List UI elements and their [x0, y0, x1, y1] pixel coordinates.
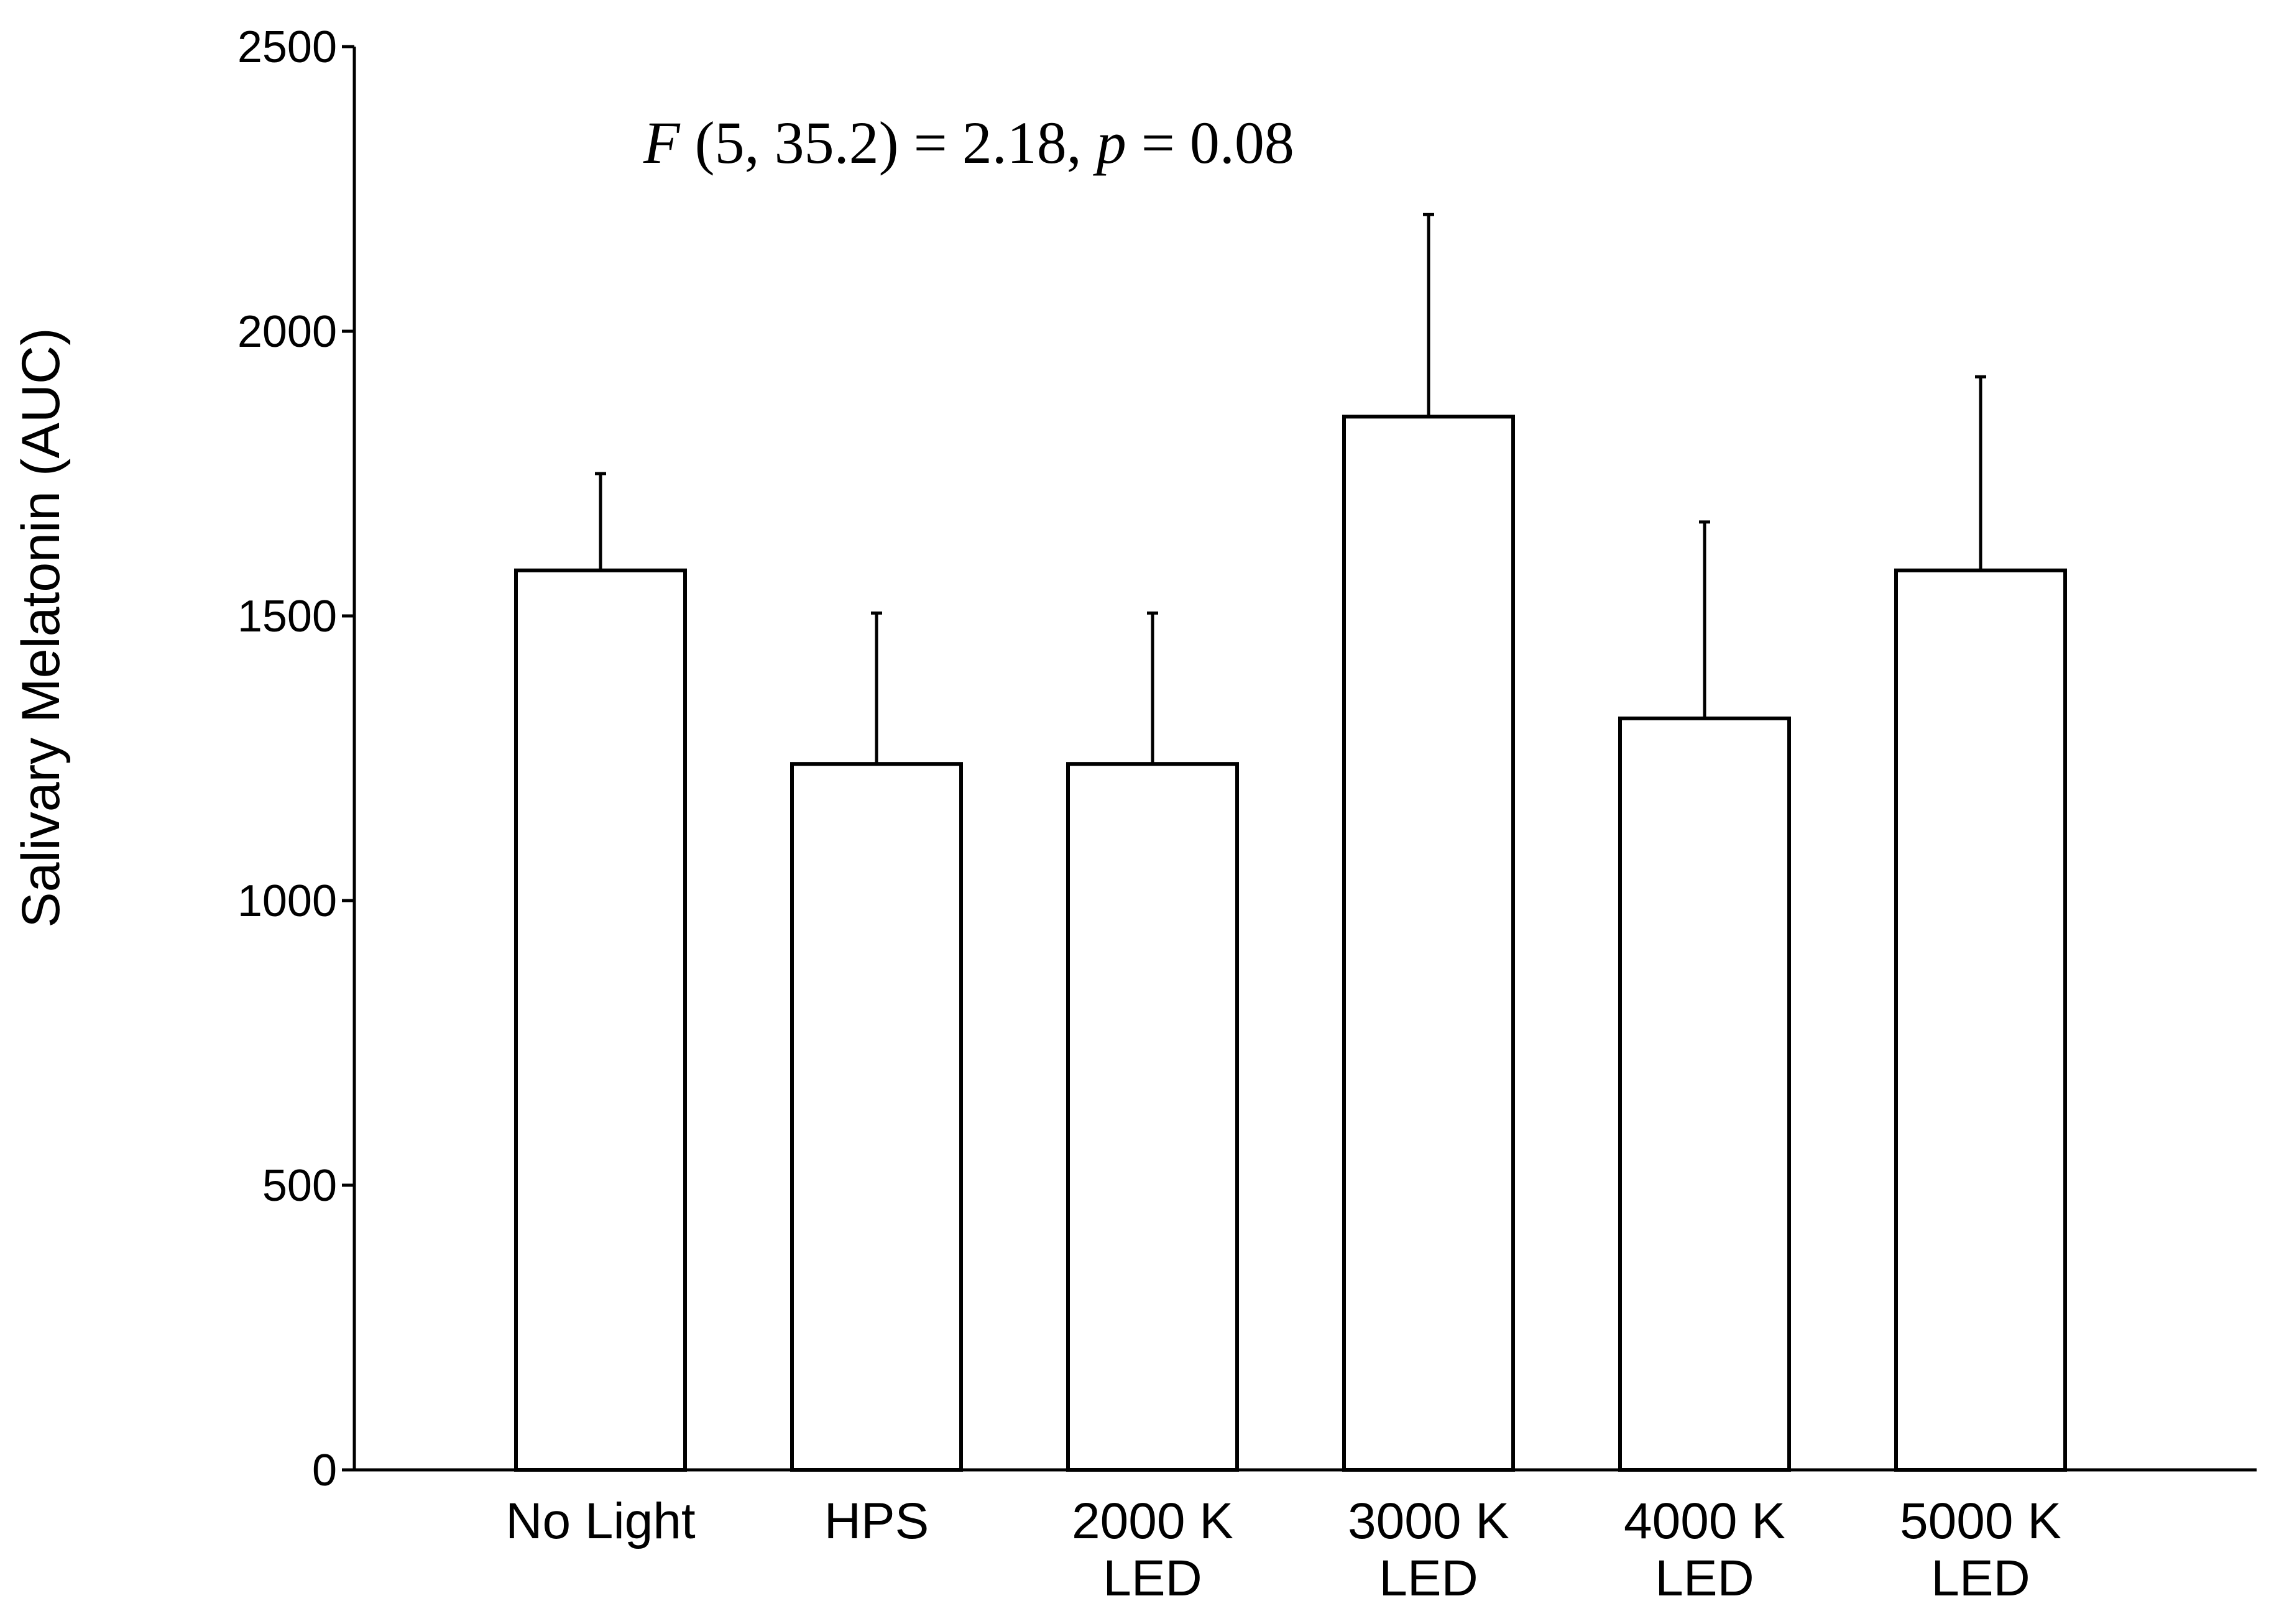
- bar: [1618, 716, 1791, 1472]
- f-statistic-symbol: F: [643, 109, 681, 176]
- bar: [1342, 415, 1515, 1472]
- x-category-label: 2000 K LED: [1072, 1493, 1233, 1607]
- x-category-label-line: 4000 K: [1624, 1493, 1785, 1549]
- x-category-label-line: 2000 K: [1072, 1493, 1233, 1549]
- y-tick-label: 1500: [237, 592, 337, 641]
- x-category-label-line: HPS: [824, 1493, 929, 1549]
- y-tick-label: 1000: [237, 876, 337, 926]
- bar: [1066, 762, 1239, 1472]
- y-tick-label: 0: [312, 1446, 337, 1495]
- bar-group: [1618, 520, 1791, 1472]
- degrees-of-freedom-text: (5, 35.2) = 2.18,: [680, 109, 1097, 176]
- bar: [790, 762, 963, 1472]
- bar: [514, 568, 687, 1472]
- bar-group: [1066, 611, 1239, 1472]
- p-symbol: p: [1093, 109, 1126, 176]
- x-category-label: No Light: [505, 1493, 696, 1549]
- p-value-text: = 0.08: [1126, 109, 1294, 176]
- x-category-label: 3000 K LED: [1348, 1493, 1509, 1607]
- x-category-label-line: LED: [1931, 1550, 2030, 1607]
- axes: [342, 45, 2257, 1472]
- x-category-label: HPS: [824, 1493, 929, 1549]
- x-category-label: 4000 K LED: [1624, 1493, 1785, 1607]
- y-tick-label: 500: [262, 1161, 337, 1211]
- bars-layer: [514, 213, 2067, 1472]
- x-category-label-line: 5000 K: [1900, 1493, 2061, 1549]
- x-category-label-line: No Light: [505, 1493, 696, 1549]
- x-category-label-line: LED: [1379, 1550, 1478, 1607]
- x-category-label: 5000 K LED: [1900, 1493, 2061, 1607]
- y-tick-label: 2000: [237, 307, 337, 357]
- bar-group: [514, 472, 687, 1472]
- x-category-label-line: 3000 K: [1348, 1493, 1509, 1549]
- y-tick-label: 2500: [237, 22, 337, 72]
- x-category-label-line: LED: [1103, 1550, 1202, 1607]
- statistics-annotation: F (5, 35.2) = 2.18, p = 0.08: [643, 109, 1294, 176]
- x-category-label-line: LED: [1655, 1550, 1754, 1607]
- y-axis-title: Salivary Melatonin (AUC): [11, 328, 71, 927]
- bar: [1894, 568, 2067, 1472]
